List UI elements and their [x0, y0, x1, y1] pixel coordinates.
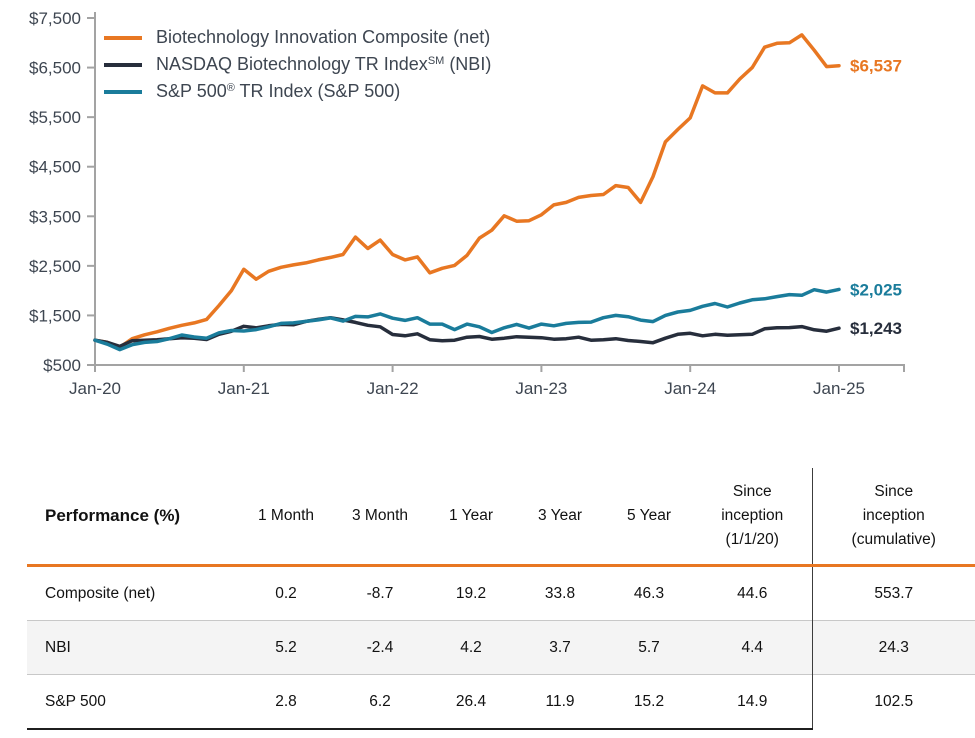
legend-swatch-composite — [104, 35, 142, 40]
y-tick-label: $500 — [43, 356, 81, 375]
col-header-since-inception: Since inception (1/1/20) — [693, 468, 812, 567]
nbi-cumulative: 24.3 — [811, 620, 975, 675]
x-tick-label: Jan-22 — [367, 379, 419, 398]
composite-since-inception: 44.6 — [737, 584, 768, 602]
composite-3-year: 33.8 — [544, 584, 576, 602]
nbi-5-year: 5.7 — [605, 620, 693, 675]
col-header-3-year: 3 Year — [515, 468, 605, 567]
series-line-composite — [93, 33, 841, 349]
end-value-label-composite: $6,537 — [850, 57, 902, 76]
nbi-3-month: -2.4 — [333, 620, 427, 675]
composite-1-year: 19.2 — [455, 584, 487, 602]
row-label-composite: Composite (net) — [45, 584, 156, 602]
legend-item-composite: Biotechnology Innovation Composite (net) — [104, 27, 491, 48]
col-header-1-month: 1 Month — [239, 468, 333, 567]
nbi-3-year: 3.7 — [515, 620, 605, 675]
table-row-sp500: S&P 500 2.8 6.2 26.4 11.9 15.2 14.9 102.… — [27, 674, 975, 730]
composite-3-month: -8.7 — [366, 584, 394, 602]
composite-1-month: 0.2 — [275, 584, 297, 602]
performance-title: Performance (%) — [27, 468, 239, 567]
sp500-since-inception: 14.9 — [693, 674, 812, 730]
end-value-label-nbi: $1,243 — [850, 319, 902, 338]
y-tick-label: $5,500 — [29, 108, 81, 127]
legend-item-sp500: S&P 500® TR Index (S&P 500) — [104, 81, 491, 102]
y-tick-label: $7,500 — [29, 9, 81, 28]
sp500-cumulative: 102.5 — [811, 674, 975, 729]
table-header-row: Performance (%) 1 Month 3 Month 1 Year 3… — [27, 468, 975, 567]
growth-of-1000-chart: $500 $1,500 $2,500 $3,500 $4,500 $5,500 $6,500… — [29, 9, 905, 398]
row-label-nbi: NBI — [27, 620, 239, 675]
legend-label-composite: Biotechnology Innovation Composite (net) — [156, 27, 491, 47]
composite-cumulative: 553.7 — [811, 565, 975, 621]
end-value-label-sp500: $2,025 — [850, 280, 902, 299]
series-line-nbi — [93, 315, 841, 349]
chart-legend: Biotechnology Innovation Composite (net)… — [104, 27, 491, 102]
col-header-3-month: 3 Month — [333, 468, 427, 567]
col-header-1-year: 1 Year — [427, 468, 515, 567]
legend-swatch-sp500 — [104, 89, 142, 94]
table-row-nbi: NBI 5.2 -2.4 4.2 3.7 5.7 4.4 24.3 — [27, 620, 975, 675]
sp500-3-year: 11.9 — [515, 674, 605, 730]
x-tick-label: Jan-20 — [69, 379, 121, 398]
performance-table: Performance (%) 1 Month 3 Month 1 Year 3… — [27, 468, 975, 730]
col-header-since-inception-cumulative: Since inception (cumulative) — [811, 468, 975, 567]
table-row-composite: Composite (net) 0.2 -8.7 19.2 33.8 46.3 … — [27, 565, 975, 621]
nbi-1-year: 4.2 — [427, 620, 515, 675]
nbi-1-month: 5.2 — [239, 620, 333, 675]
series-line-sp500 — [93, 287, 841, 352]
y-tick-label: $4,500 — [29, 158, 81, 177]
legend-label-nbi: NASDAQ Biotechnology TR IndexSM (NBI) — [156, 54, 492, 74]
x-tick-label: Jan-24 — [664, 379, 716, 398]
y-tick-label: $3,500 — [29, 207, 81, 226]
nbi-since-inception: 4.4 — [693, 620, 812, 675]
legend-swatch-nbi — [104, 62, 142, 67]
x-tick-label: Jan-21 — [218, 379, 270, 398]
growth-chart-svg: $500 $1,500 $2,500 $3,500 $4,500 $5,500 $6,500… — [29, 9, 905, 398]
composite-5-year: 46.3 — [633, 584, 665, 602]
sp500-1-month: 2.8 — [239, 674, 333, 730]
x-tick-label: Jan-25 — [813, 379, 865, 398]
legend-label-sp500: S&P 500® TR Index (S&P 500) — [156, 81, 401, 101]
y-tick-label: $2,500 — [29, 257, 81, 276]
y-tick-label: $6,500 — [29, 59, 81, 78]
y-tick-label: $1,500 — [29, 306, 81, 325]
col-header-5-year: 5 Year — [605, 468, 693, 567]
x-tick-label: Jan-23 — [515, 379, 567, 398]
sp500-3-month: 6.2 — [333, 674, 427, 730]
sp500-5-year: 15.2 — [605, 674, 693, 730]
sp500-1-year: 26.4 — [427, 674, 515, 730]
row-label-sp500: S&P 500 — [27, 674, 239, 730]
legend-item-nbi: NASDAQ Biotechnology TR IndexSM (NBI) — [104, 54, 491, 75]
